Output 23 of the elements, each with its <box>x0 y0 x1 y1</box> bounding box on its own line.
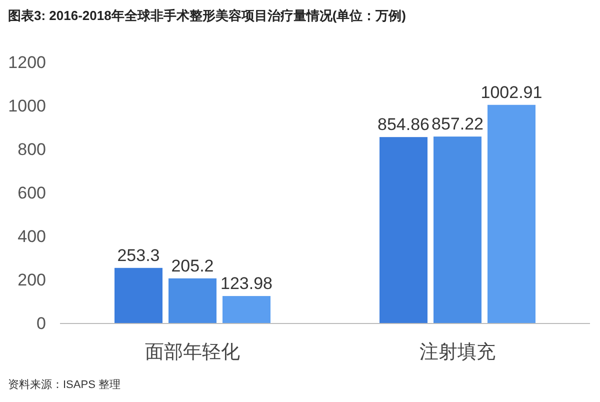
y-tick-label: 400 <box>18 227 46 246</box>
text: 资料来源：ISAPS 整理 <box>8 378 120 391</box>
bar <box>380 137 428 323</box>
data-label: 205.2 <box>171 256 214 276</box>
y-tick-label: 600 <box>18 184 46 202</box>
data-label: 854.86 <box>378 115 430 134</box>
y-tick-label: 1200 <box>8 53 46 72</box>
x-tick-label: 注射填充 <box>420 341 496 363</box>
data-label: 123.98 <box>220 274 272 294</box>
bar <box>114 268 162 323</box>
x-tick-label: 面部年轻化 <box>145 341 240 363</box>
y-tick-label: 800 <box>18 140 46 159</box>
y-tick-label: 1000 <box>8 96 46 116</box>
y-tick-label: 0 <box>36 314 46 333</box>
data-label: 857.22 <box>432 114 484 134</box>
bar <box>488 104 536 323</box>
chart-title: 图表3: 2016-2018年全球非手术整形美容项目治疗量情况(单位：万例) <box>8 8 406 23</box>
bar <box>434 136 482 323</box>
bar <box>168 278 216 323</box>
data-label: 253.3 <box>117 246 160 265</box>
data-label: 1002.91 <box>480 82 542 102</box>
bar <box>222 296 270 323</box>
y-tick-label: 200 <box>18 270 46 290</box>
